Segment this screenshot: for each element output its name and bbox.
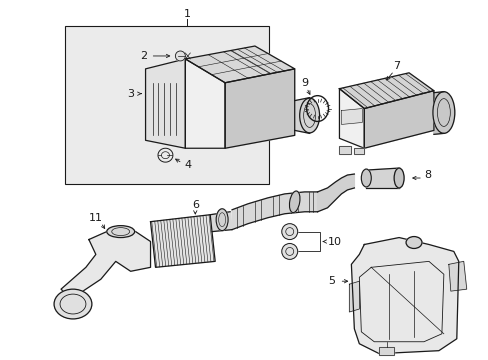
Ellipse shape <box>289 191 299 213</box>
Text: 3: 3 <box>127 89 134 99</box>
Ellipse shape <box>106 226 134 238</box>
Polygon shape <box>351 238 458 354</box>
Circle shape <box>175 51 185 61</box>
Polygon shape <box>448 261 466 291</box>
Text: 10: 10 <box>327 237 341 247</box>
Ellipse shape <box>405 237 421 248</box>
Text: 5: 5 <box>327 276 334 286</box>
Ellipse shape <box>432 92 454 133</box>
Ellipse shape <box>216 209 227 231</box>
Circle shape <box>281 243 297 260</box>
Bar <box>354 148 364 154</box>
Text: 2: 2 <box>140 51 147 61</box>
Text: 7: 7 <box>393 61 400 71</box>
Bar <box>339 146 351 154</box>
Polygon shape <box>145 59 185 148</box>
Bar <box>354 148 364 154</box>
Text: 6: 6 <box>191 200 199 210</box>
Polygon shape <box>349 281 359 312</box>
Polygon shape <box>61 228 150 299</box>
Polygon shape <box>366 168 398 188</box>
Circle shape <box>281 224 297 239</box>
Polygon shape <box>339 89 364 148</box>
Bar <box>64 26 268 184</box>
Polygon shape <box>294 98 309 133</box>
Ellipse shape <box>54 289 92 319</box>
Polygon shape <box>341 109 362 125</box>
Text: 4: 4 <box>184 160 191 170</box>
Text: 11: 11 <box>89 213 102 223</box>
Polygon shape <box>433 92 443 134</box>
Bar <box>379 347 393 355</box>
Bar <box>339 146 351 154</box>
Polygon shape <box>232 192 317 230</box>
Polygon shape <box>317 174 354 212</box>
Polygon shape <box>210 212 232 231</box>
Polygon shape <box>150 215 215 267</box>
Polygon shape <box>339 73 433 109</box>
Ellipse shape <box>299 98 319 133</box>
Polygon shape <box>185 46 294 83</box>
Bar <box>379 347 393 355</box>
Text: 9: 9 <box>301 78 307 88</box>
Text: 1: 1 <box>183 9 190 19</box>
Ellipse shape <box>393 168 403 188</box>
Polygon shape <box>185 59 224 148</box>
Polygon shape <box>364 91 433 148</box>
Polygon shape <box>224 69 294 148</box>
Text: 8: 8 <box>423 170 430 180</box>
Ellipse shape <box>361 169 370 187</box>
